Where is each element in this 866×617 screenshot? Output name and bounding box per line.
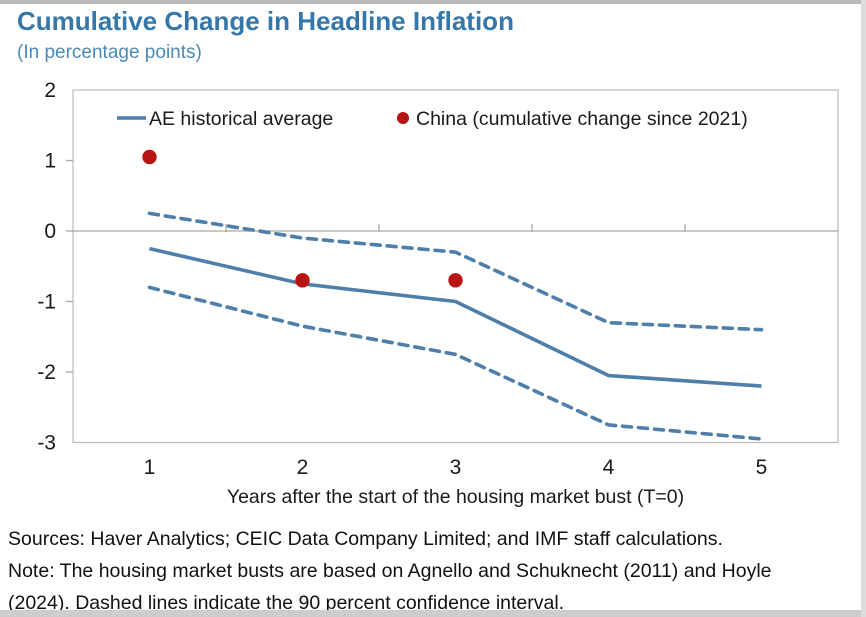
y-tick-label: -2: [37, 361, 56, 384]
page-subtitle: (In percentage points): [17, 42, 202, 63]
y-tick-label: 2: [44, 79, 56, 102]
confidence-interval-line: [147, 211, 764, 332]
page-edge-right: [861, 0, 866, 617]
china-data-point: [295, 273, 310, 288]
page-title: Cumulative Change in Headline Inflation: [17, 6, 514, 36]
legend-dot-swatch: [397, 112, 409, 124]
x-axis-title: Years after the start of the housing mar…: [227, 486, 684, 508]
x-tick-label: 5: [756, 456, 768, 479]
y-tick-label: -1: [37, 291, 56, 314]
x-tick-label: 1: [144, 456, 156, 479]
ae-average-line: [149, 246, 762, 388]
confidence-interval-line: [147, 285, 764, 441]
y-tick-label: 1: [44, 150, 56, 173]
x-tick-label: 3: [450, 456, 462, 479]
sources-text: Sources: Haver Analytics; CEIC Data Comp…: [8, 528, 723, 550]
chart-footnote: Sources: Haver Analytics; CEIC Data Comp…: [8, 524, 830, 617]
china-data-point: [448, 273, 463, 288]
page-edge-bottom: [0, 610, 866, 617]
page-edge-top: [0, 0, 866, 4]
legend-label: AE historical average: [149, 108, 333, 130]
note-text: Note: The housing market busts are based…: [8, 559, 772, 614]
x-tick-label: 2: [297, 456, 309, 479]
legend-label: China (cumulative change since 2021): [416, 108, 748, 130]
x-tick-label: 4: [603, 456, 615, 479]
y-tick-label: -3: [37, 432, 56, 455]
china-data-point: [142, 149, 157, 165]
inflation-chart: 2 1 0 -1 -2 -3 1 2 3 4 5 Years after the start of t…: [37, 79, 839, 508]
y-tick-label: 0: [44, 220, 56, 243]
plot-area-border: [72, 89, 839, 444]
